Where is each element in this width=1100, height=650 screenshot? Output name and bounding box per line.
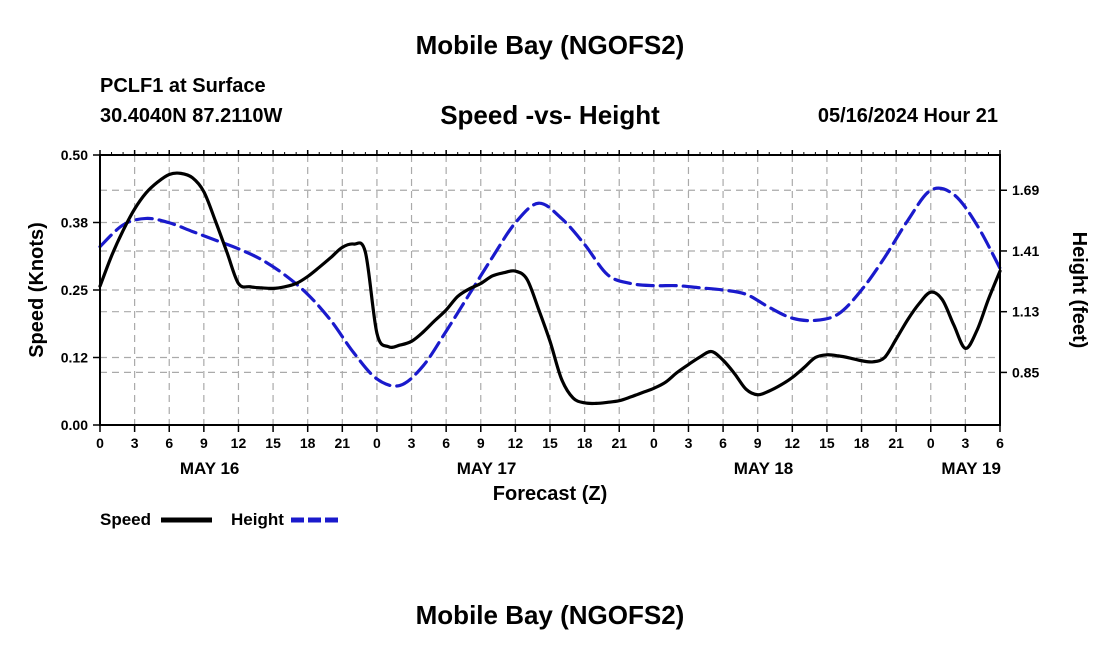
forecast-datetime: 05/16/2024 Hour 21 <box>817 105 998 127</box>
x-tick-label: 6 <box>719 435 727 451</box>
y-tick-label: 0.00 <box>61 417 88 433</box>
chart-subtitle: Speed -vs- Height <box>440 100 660 130</box>
x-tick-label: 21 <box>335 435 351 451</box>
x-tick-label: 3 <box>131 435 139 451</box>
x-tick-label: 15 <box>265 435 281 451</box>
x-tick-label: 0 <box>96 435 104 451</box>
x-tick-label: 15 <box>542 435 558 451</box>
station-coordinates: 30.4040N 87.2110W <box>100 105 283 127</box>
day-label: MAY 17 <box>457 459 517 478</box>
x-tick-label: 6 <box>996 435 1004 451</box>
y2-tick-label: 1.69 <box>1012 182 1039 198</box>
legend-speed-label: Speed <box>100 510 151 529</box>
x-tick-label: 18 <box>854 435 870 451</box>
chart-title: Mobile Bay (NGOFS2) <box>415 30 685 60</box>
x-tick-label: 9 <box>754 435 762 451</box>
x-tick-label: 0 <box>373 435 381 451</box>
x-tick-label: 15 <box>819 435 835 451</box>
y-tick-label: 0.38 <box>61 215 88 231</box>
grid-lines <box>100 155 1000 425</box>
y-tick-label: 0.25 <box>61 282 88 298</box>
series-lines <box>98 171 1002 406</box>
y-tick-label: 0.50 <box>61 147 88 163</box>
x-tick-label: 9 <box>477 435 485 451</box>
x-tick-label: 3 <box>685 435 693 451</box>
x-tick-label: 3 <box>961 435 969 451</box>
y2-tick-label: 1.41 <box>1012 243 1039 259</box>
x-tick-label: 6 <box>165 435 173 451</box>
x-tick-label: 3 <box>408 435 416 451</box>
station-label: PCLF1 at Surface <box>100 75 266 97</box>
x-tick-label: 21 <box>611 435 627 451</box>
legend-height-label: Height <box>231 510 284 529</box>
y-axis-label: Speed (Knots) <box>26 222 48 358</box>
x-tick-label: 0 <box>927 435 935 451</box>
x-tick-label: 18 <box>300 435 316 451</box>
x-tick-label: 12 <box>508 435 524 451</box>
y2-axis-label: Height (feet) <box>1068 232 1090 349</box>
y-tick-label: 0.12 <box>61 350 88 366</box>
x-tick-label: 6 <box>442 435 450 451</box>
speed-series-line <box>98 171 1002 406</box>
legend: Speed Height <box>100 510 342 529</box>
day-label: MAY 19 <box>941 459 1001 478</box>
day-label: MAY 18 <box>734 459 794 478</box>
x-tick-label: 9 <box>200 435 208 451</box>
axes: 0 3 6 9 12 15 18 21 0 3 6 9 12 15 18 21 0 3 6 9 12 15 18 21 0 3 6 0… <box>61 147 1040 478</box>
footer-title: Mobile Bay (NGOFS2) <box>415 600 685 630</box>
x-tick-label: 18 <box>577 435 593 451</box>
x-tick-label: 12 <box>785 435 801 451</box>
x-axis-label: Forecast (Z) <box>493 483 607 505</box>
y2-tick-label: 1.13 <box>1012 304 1039 320</box>
x-tick-label: 0 <box>650 435 658 451</box>
x-tick-label: 21 <box>888 435 904 451</box>
day-label: MAY 16 <box>180 459 240 478</box>
y2-tick-label: 0.85 <box>1012 364 1039 380</box>
height-series-line <box>98 186 1002 388</box>
x-tick-label: 12 <box>231 435 247 451</box>
